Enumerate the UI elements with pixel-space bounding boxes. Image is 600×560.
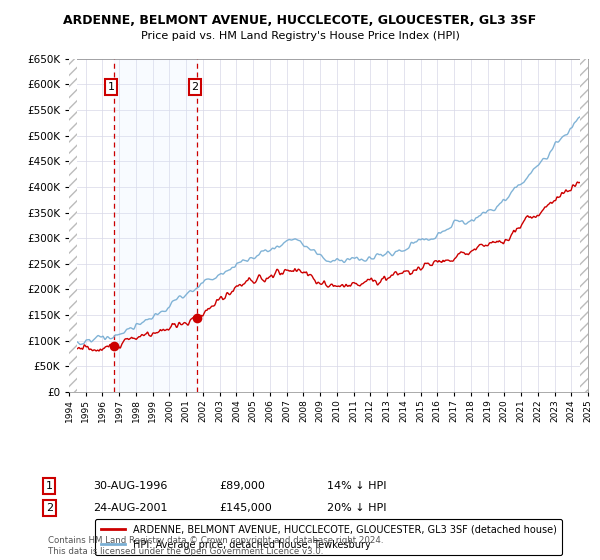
Text: 2: 2 — [191, 82, 199, 92]
Text: £145,000: £145,000 — [219, 503, 272, 513]
Text: £89,000: £89,000 — [219, 481, 265, 491]
Text: ARDENNE, BELMONT AVENUE, HUCCLECOTE, GLOUCESTER, GL3 3SF: ARDENNE, BELMONT AVENUE, HUCCLECOTE, GLO… — [64, 14, 536, 27]
Text: Price paid vs. HM Land Registry's House Price Index (HPI): Price paid vs. HM Land Registry's House … — [140, 31, 460, 41]
Text: 30-AUG-1996: 30-AUG-1996 — [93, 481, 167, 491]
Text: 1: 1 — [46, 481, 53, 491]
Bar — [580, 59, 588, 392]
Text: 1: 1 — [107, 82, 115, 92]
Legend: ARDENNE, BELMONT AVENUE, HUCCLECOTE, GLOUCESTER, GL3 3SF (detached house), HPI: : ARDENNE, BELMONT AVENUE, HUCCLECOTE, GLO… — [95, 519, 562, 556]
Text: 20% ↓ HPI: 20% ↓ HPI — [327, 503, 386, 513]
Bar — [114, 59, 197, 392]
Text: Contains HM Land Registry data © Crown copyright and database right 2024.
This d: Contains HM Land Registry data © Crown c… — [48, 536, 383, 556]
Bar — [69, 59, 77, 392]
Text: 2: 2 — [46, 503, 53, 513]
Text: 14% ↓ HPI: 14% ↓ HPI — [327, 481, 386, 491]
Text: 24-AUG-2001: 24-AUG-2001 — [93, 503, 167, 513]
